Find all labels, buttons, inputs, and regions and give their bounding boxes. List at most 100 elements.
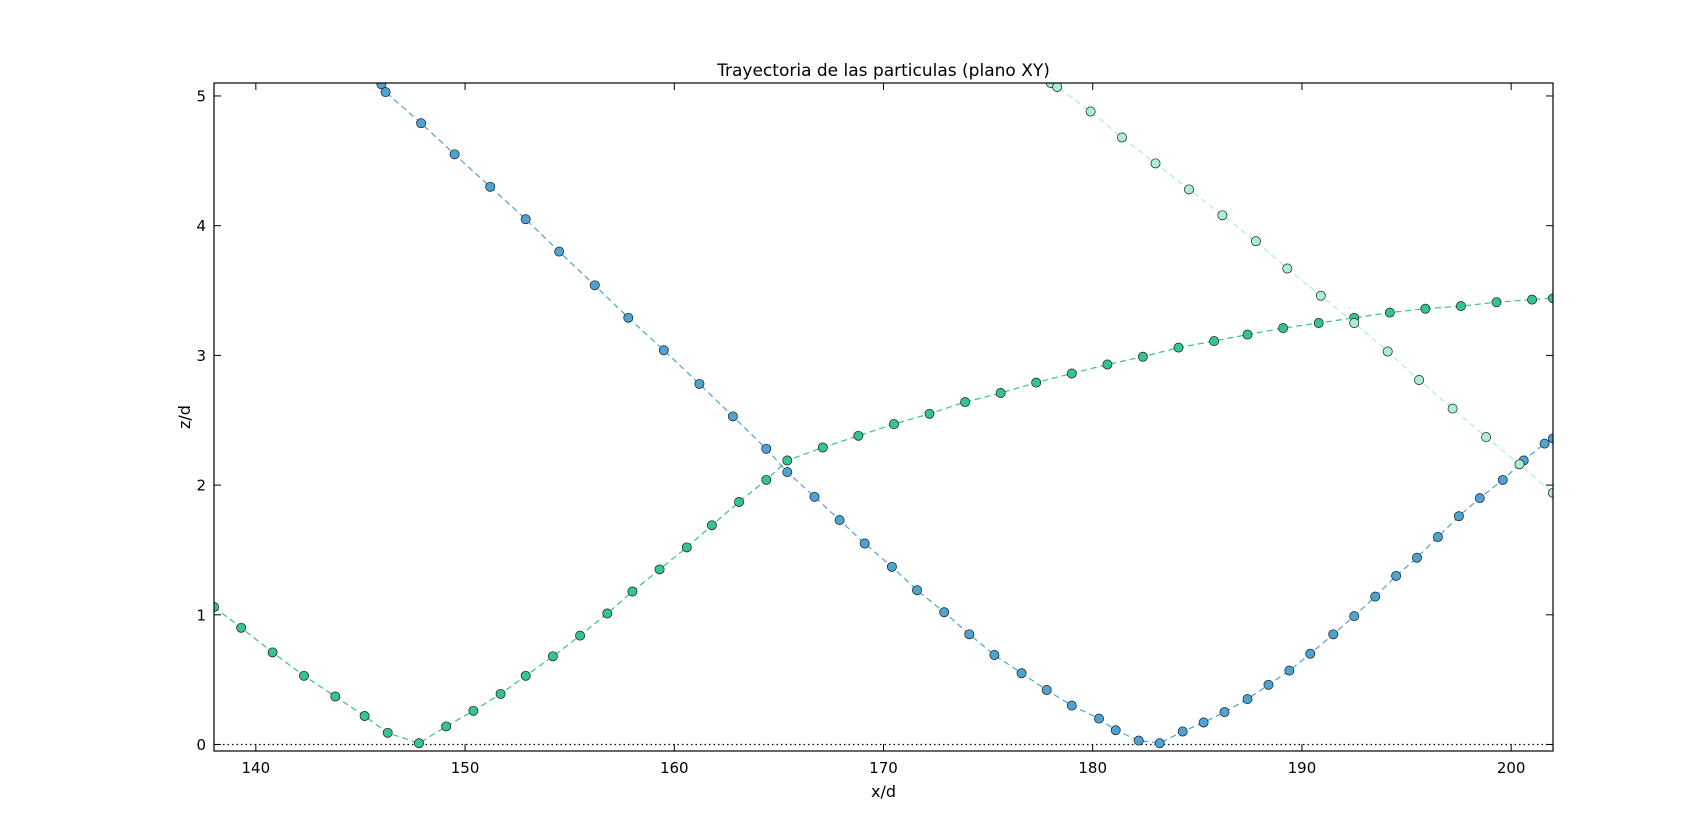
series-2-point-15 [602, 608, 613, 619]
series-2-point-13 [547, 651, 558, 662]
series-3-point-6 [1184, 184, 1194, 195]
series-1-point-48 [1548, 433, 1553, 444]
series-3-point-8 [1250, 236, 1261, 247]
series-2-point-26 [924, 408, 935, 419]
series-3-point-9 [1282, 263, 1293, 274]
series-3-point-13 [1414, 375, 1425, 385]
series-1-point-41 [1412, 552, 1422, 563]
series-3-point-14 [1447, 403, 1458, 414]
series-2-point-37 [1313, 318, 1324, 328]
series-1-point-44 [1474, 493, 1485, 504]
y-tick-label-2: 2 [196, 477, 206, 495]
series-3-point-5 [1150, 158, 1161, 169]
series-2-point-22 [782, 455, 793, 466]
series-1-point-36 [1305, 648, 1316, 659]
series-2-line [214, 297, 1553, 744]
series-3-point-16 [1514, 459, 1525, 470]
series-1-point-3 [416, 118, 427, 129]
series-2-point-20 [734, 497, 745, 507]
series-2-point-4 [299, 670, 309, 681]
series-2-point-23 [817, 442, 828, 453]
series-2-point-19 [706, 520, 717, 531]
series-3-point-15 [1481, 432, 1492, 443]
series-1-point-35 [1284, 665, 1295, 676]
series-2-point-12 [520, 670, 531, 681]
series-1-point-10 [658, 345, 669, 356]
series-1-point-4 [449, 149, 460, 160]
series-2-point-25 [889, 419, 899, 430]
series-1-point-9 [623, 312, 634, 323]
series-3-point-7 [1217, 210, 1228, 221]
y-tick-label-3: 3 [196, 347, 206, 365]
series-1-point-37 [1328, 629, 1339, 640]
series-1-point-42 [1432, 532, 1443, 542]
series-3 [1045, 83, 1553, 498]
series-2-point-24 [853, 430, 864, 441]
x-tick-label-190: 190 [1288, 759, 1317, 777]
series-2-point-36 [1278, 323, 1289, 334]
x-axis-label: x/d [871, 782, 896, 801]
series-3-point-4 [1117, 132, 1127, 143]
series-1-point-38 [1349, 611, 1360, 622]
series-2-point-28 [995, 388, 1006, 398]
series-2-point-44 [1548, 293, 1553, 304]
series-3-point-17 [1548, 487, 1553, 498]
series-2-point-17 [654, 564, 665, 575]
y-tick-label-4: 4 [196, 217, 206, 235]
series-2-point-42 [1491, 297, 1502, 308]
axes-layer: 140 150 160 170 180 190 200 0 1 2 3 4 5 [196, 82, 1554, 777]
x-tick-label-200: 200 [1497, 759, 1526, 777]
series-1 [376, 83, 1553, 749]
x-tick-label-140: 140 [242, 759, 271, 777]
series-2-point-35 [1242, 329, 1253, 340]
series-layer [214, 83, 1553, 749]
series-1-point-13 [761, 443, 772, 454]
series-1-point-27 [1110, 725, 1121, 736]
chart-title: Trayectoria de las particulas (plano XY) [716, 61, 1050, 81]
series-2-point-21 [761, 474, 772, 485]
series-2-point-27 [960, 397, 971, 408]
series-1-point-23 [1016, 668, 1027, 679]
series-1-point-28 [1133, 735, 1144, 746]
x-tick-label-170: 170 [869, 759, 898, 777]
series-1-point-21 [964, 629, 975, 640]
series-1-point-19 [912, 585, 922, 596]
series-1-point-18 [886, 561, 897, 572]
series-3-line [1050, 83, 1553, 494]
series-1-point-5 [485, 181, 496, 192]
series-2-point-30 [1066, 368, 1077, 379]
series-1-point-47 [1539, 438, 1550, 449]
x-tick-label-150: 150 [451, 759, 480, 777]
series-3-point-3 [1085, 106, 1096, 117]
series-2-point-34 [1209, 336, 1220, 347]
y-tick-label-0: 0 [196, 736, 206, 754]
series-2-point-5 [330, 691, 341, 702]
series-1-point-39 [1370, 591, 1381, 602]
series-2-point-1 [214, 602, 219, 612]
series-3-point-2 [1052, 83, 1063, 92]
series-1-point-32 [1219, 707, 1230, 718]
series-3-point-12 [1382, 346, 1393, 357]
series-2-point-2 [236, 622, 247, 633]
series-2-point-39 [1384, 307, 1395, 318]
series-2-point-33 [1173, 342, 1184, 353]
series-2-point-43 [1527, 294, 1538, 305]
series-2-point-11 [495, 688, 506, 699]
series-1-point-25 [1066, 700, 1077, 711]
series-2-point-29 [1031, 377, 1042, 388]
series-1-point-43 [1453, 511, 1464, 522]
x-tick-label-160: 160 [660, 759, 689, 777]
series-1-point-26 [1094, 713, 1104, 724]
y-axis-label: z/d [175, 405, 194, 429]
series-1-point-14 [782, 467, 793, 478]
plot-frame [213, 82, 1554, 752]
series-2-point-31 [1102, 359, 1113, 370]
series-2-point-7 [382, 727, 393, 738]
series-1-line [380, 84, 1553, 744]
series-2-point-40 [1420, 303, 1431, 314]
y-tick-label-5: 5 [196, 87, 206, 105]
series-1-point-11 [694, 378, 705, 389]
series-1-point-1 [376, 83, 387, 90]
